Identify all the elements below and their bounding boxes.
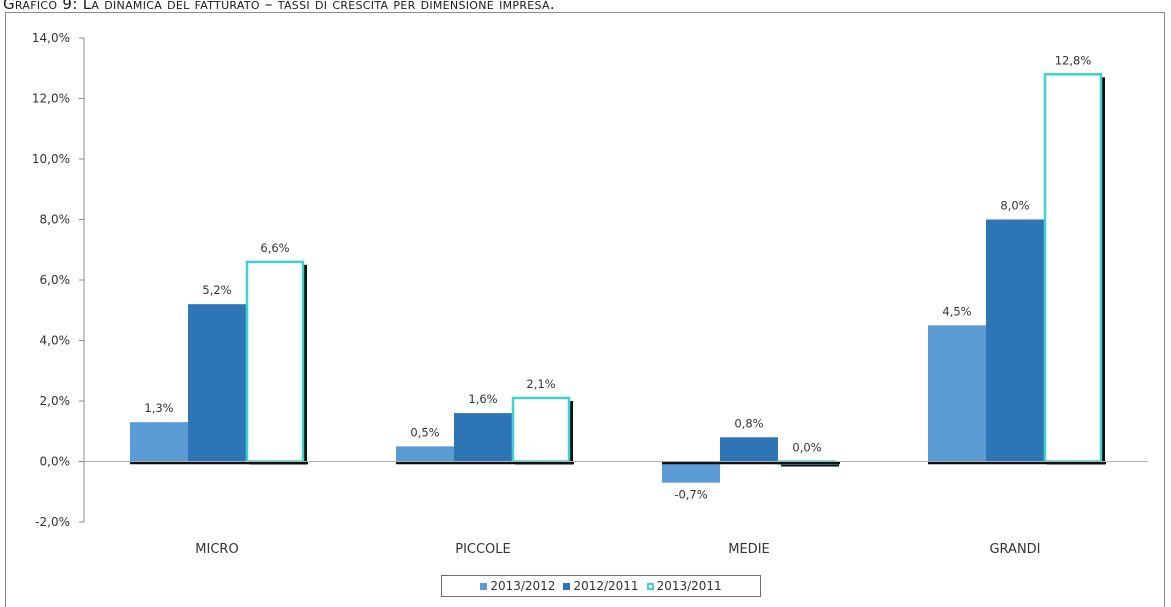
legend: 2013/2012 2012/2011 2013/2011 [441,575,761,597]
data-label: 0,5% [410,425,439,439]
y-tick-label: 14,0% [32,31,70,45]
data-label: 4,5% [942,304,971,318]
data-label: 1,6% [468,392,497,406]
data-label: -0,7% [674,488,707,502]
y-tick-label: 4,0% [40,334,71,348]
bar-2012-2011 [720,437,778,462]
bar-2013-2012 [130,422,188,462]
data-label: 0,0% [792,441,821,455]
legend-swatch-2012-2011 [563,582,571,590]
legend-label-2013-2011: 2013/2011 [656,579,722,593]
data-label: 12,8% [1055,53,1092,67]
legend-item-2012-2011: 2012/2011 [563,579,639,593]
bar-2013-2011 [1043,73,1103,463]
bar-2013-2012 [662,461,720,483]
data-label: 2,1% [526,377,555,391]
chart-caption: Grafico 9: La dinamica del fatturato – t… [3,0,555,13]
bar-shadow [781,464,839,467]
y-tick-label: 10,0% [32,152,70,166]
data-label: 8,0% [1000,199,1029,213]
bar-2013-2012 [928,325,986,462]
y-tick-label: -2,0% [35,515,70,529]
legend-label-2012-2011: 2012/2011 [573,579,639,593]
legend-swatch-2013-2011 [646,582,654,590]
y-tick-label: 2,0% [40,394,71,408]
legend-label-2013-2012: 2013/2012 [490,579,556,593]
bar-2012-2011 [188,304,246,462]
bar-2013-2011 [511,396,571,463]
y-tick-label: 12,0% [32,92,70,106]
x-category-label: GRANDI [989,542,1040,557]
data-label: 5,2% [202,283,231,297]
x-category-label: MEDIE [728,542,770,557]
bar-2013-2012 [396,446,454,462]
data-label: 0,8% [734,416,763,430]
chart-frame [5,12,1165,607]
bar-2013-2011 [245,260,305,463]
x-category-label: PICCOLE [455,542,511,557]
bar-2012-2011 [986,219,1044,462]
legend-swatch-2013-2012 [480,582,488,590]
y-tick-label: 0,0% [40,455,71,469]
data-label: 6,6% [260,241,289,255]
y-tick-label: 6,0% [40,273,71,287]
y-tick-label: 8,0% [40,213,71,227]
legend-item-2013-2011: 2013/2011 [646,579,722,593]
legend-item-2013-2012: 2013/2012 [480,579,555,593]
bar-2012-2011 [454,413,512,462]
data-label: 1,3% [144,401,173,415]
x-category-label: MICRO [195,542,238,557]
